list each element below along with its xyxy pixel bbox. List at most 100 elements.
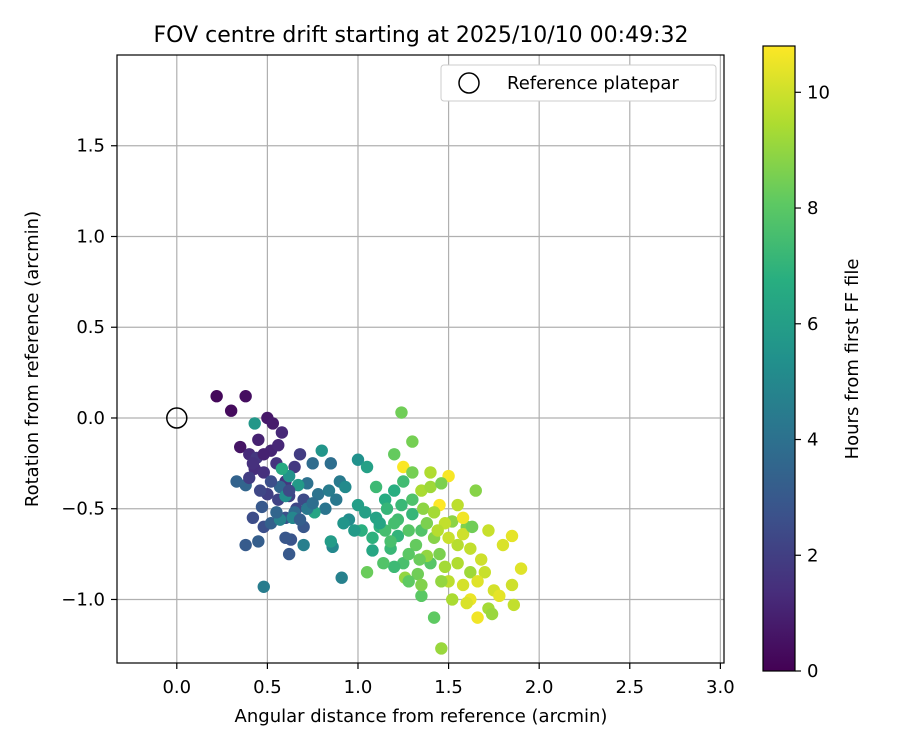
data-point — [435, 575, 448, 588]
data-point — [388, 448, 401, 461]
data-point — [420, 517, 434, 530]
legend-box — [440, 64, 717, 102]
data-point — [275, 426, 289, 439]
data-point — [424, 466, 437, 479]
data-point — [471, 575, 484, 588]
data-point — [424, 480, 437, 494]
x-tick-label: 2.0 — [525, 677, 554, 698]
data-point — [465, 520, 479, 534]
data-point — [288, 460, 301, 474]
data-point — [402, 524, 415, 537]
data-point — [505, 578, 519, 592]
plot-frame — [116, 54, 725, 664]
data-point — [324, 535, 338, 548]
data-point — [482, 524, 495, 537]
data-point — [451, 538, 464, 552]
data-point — [293, 448, 307, 461]
data-point — [246, 457, 260, 470]
chart-title: FOV centre drift starting at 2025/10/10 … — [154, 23, 689, 48]
y-tick-label: 1.5 — [76, 136, 105, 157]
data-point — [257, 448, 270, 461]
data-point — [456, 578, 470, 592]
data-point — [239, 538, 252, 552]
data-point — [306, 497, 319, 510]
data-point — [433, 547, 446, 561]
data-point — [415, 589, 428, 603]
data-point — [246, 511, 260, 525]
data-point — [337, 517, 350, 530]
data-point — [505, 529, 519, 543]
x-tick-label: 1.0 — [344, 677, 373, 698]
data-point — [475, 553, 488, 566]
data-point — [252, 433, 265, 446]
data-point — [264, 475, 278, 488]
data-point — [311, 488, 325, 501]
x-tick-label: 0.5 — [253, 677, 282, 698]
data-point — [252, 535, 265, 548]
legend-marker-icon — [458, 72, 480, 94]
data-point — [514, 562, 528, 575]
data-point — [373, 517, 386, 530]
x-axis-ticks: 0.0 0.5 1.0 1.5 2.0 2.5 3.0 — [162, 663, 735, 698]
data-point — [270, 506, 283, 519]
data-point — [485, 607, 499, 621]
data-point — [496, 538, 510, 552]
data-point — [451, 556, 464, 570]
x-tick-label: 3.0 — [706, 677, 735, 698]
data-point — [322, 484, 336, 497]
data-point — [395, 406, 408, 419]
data-point — [210, 390, 223, 403]
data-point — [413, 553, 426, 566]
data-point — [478, 566, 492, 579]
data-point — [406, 507, 419, 521]
data-point — [384, 535, 397, 548]
y-tick-label: −0.5 — [61, 499, 105, 520]
data-point — [388, 560, 401, 574]
data-point — [257, 466, 270, 479]
data-point — [406, 493, 419, 506]
data-point — [417, 502, 430, 515]
data-points — [210, 390, 528, 655]
colorbar-tick-label: 0 — [807, 661, 818, 682]
data-point — [397, 475, 410, 488]
data-point — [427, 611, 441, 624]
colorbar-tick-label: 4 — [807, 430, 818, 451]
data-point — [406, 466, 419, 479]
colorbar-tick-label: 6 — [807, 314, 818, 335]
legend: Reference platepar — [440, 64, 717, 102]
x-tick-label: 0.0 — [162, 677, 191, 698]
x-tick-label: 1.5 — [434, 677, 463, 698]
colorbar: 0 2 4 6 8 10 Hours from first FF file — [762, 45, 863, 682]
colorbar-tick-label: 8 — [807, 198, 818, 219]
colorbar-label: Hours from first FF file — [842, 259, 863, 460]
data-point — [471, 611, 484, 624]
data-point — [395, 498, 408, 512]
data-point — [435, 642, 448, 655]
data-point — [469, 484, 482, 497]
data-point — [335, 571, 348, 584]
x-axis-label: Angular distance from reference (arcmin) — [235, 706, 608, 727]
data-point — [248, 417, 261, 430]
data-point — [282, 484, 296, 497]
colorbar-gradient — [762, 45, 796, 672]
data-point — [306, 457, 319, 470]
data-point — [257, 580, 270, 593]
data-point — [360, 460, 374, 474]
y-axis-ticks: −1.0 −0.5 0.0 0.5 1.0 1.5 — [61, 136, 117, 610]
data-point — [456, 511, 470, 525]
data-point — [279, 531, 292, 544]
data-point — [446, 593, 459, 606]
data-point — [234, 440, 247, 454]
data-point — [351, 453, 365, 466]
data-point — [415, 578, 428, 592]
data-point — [442, 531, 455, 544]
data-point — [243, 471, 256, 485]
data-point — [369, 480, 383, 494]
data-point — [460, 596, 473, 610]
data-point — [438, 560, 452, 574]
colorbar-tick-label: 10 — [807, 82, 830, 103]
data-point — [409, 538, 423, 552]
data-point — [411, 567, 424, 581]
data-point — [507, 598, 521, 612]
